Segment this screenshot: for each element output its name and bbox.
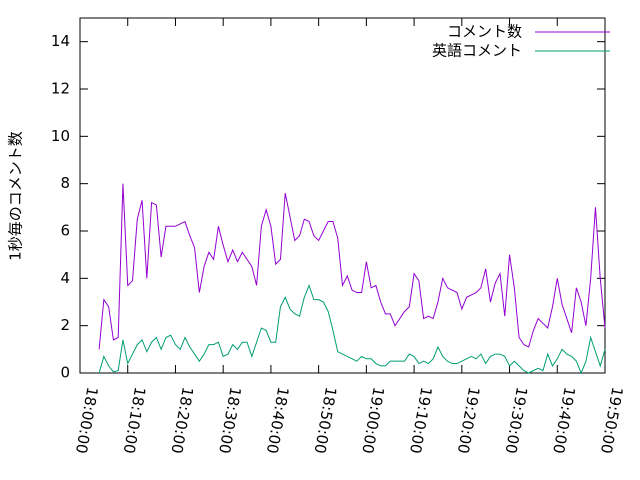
y-tick-label: 6: [60, 222, 70, 240]
y-tick-label: 2: [60, 316, 70, 334]
plot-border: [79, 17, 606, 374]
y-tick-label: 10: [51, 127, 70, 145]
x-tick-label: 18:50:00: [311, 386, 340, 455]
x-tick-label: 19:00:00: [358, 386, 387, 455]
x-tick-label: 19:10:00: [406, 386, 435, 455]
x-tick-label: 19:40:00: [549, 386, 578, 455]
x-tick-label: 18:30:00: [215, 386, 244, 455]
series-line: [98, 283, 606, 375]
x-tick-label: 19:50:00: [597, 386, 626, 455]
x-tick-label: 19:20:00: [454, 386, 483, 455]
x-tick-label: 18:20:00: [167, 386, 196, 455]
x-tick-label: 18:10:00: [120, 386, 149, 455]
x-tick-label: 18:00:00: [72, 386, 101, 455]
y-axis-label: 1秒毎のコメント数: [7, 131, 25, 261]
legend-label: コメント数: [447, 23, 522, 41]
legend-label: 英語コメント: [432, 42, 522, 60]
x-tick-label: 18:40:00: [263, 386, 292, 455]
y-tick-label: 4: [60, 269, 70, 287]
y-tick-label: 12: [51, 80, 70, 98]
y-tick-label: 8: [60, 174, 70, 192]
y-tick-label: 0: [60, 364, 70, 382]
x-tick-label: 19:30:00: [501, 386, 530, 455]
series-line: [98, 183, 606, 350]
y-tick-label: 14: [51, 32, 70, 50]
